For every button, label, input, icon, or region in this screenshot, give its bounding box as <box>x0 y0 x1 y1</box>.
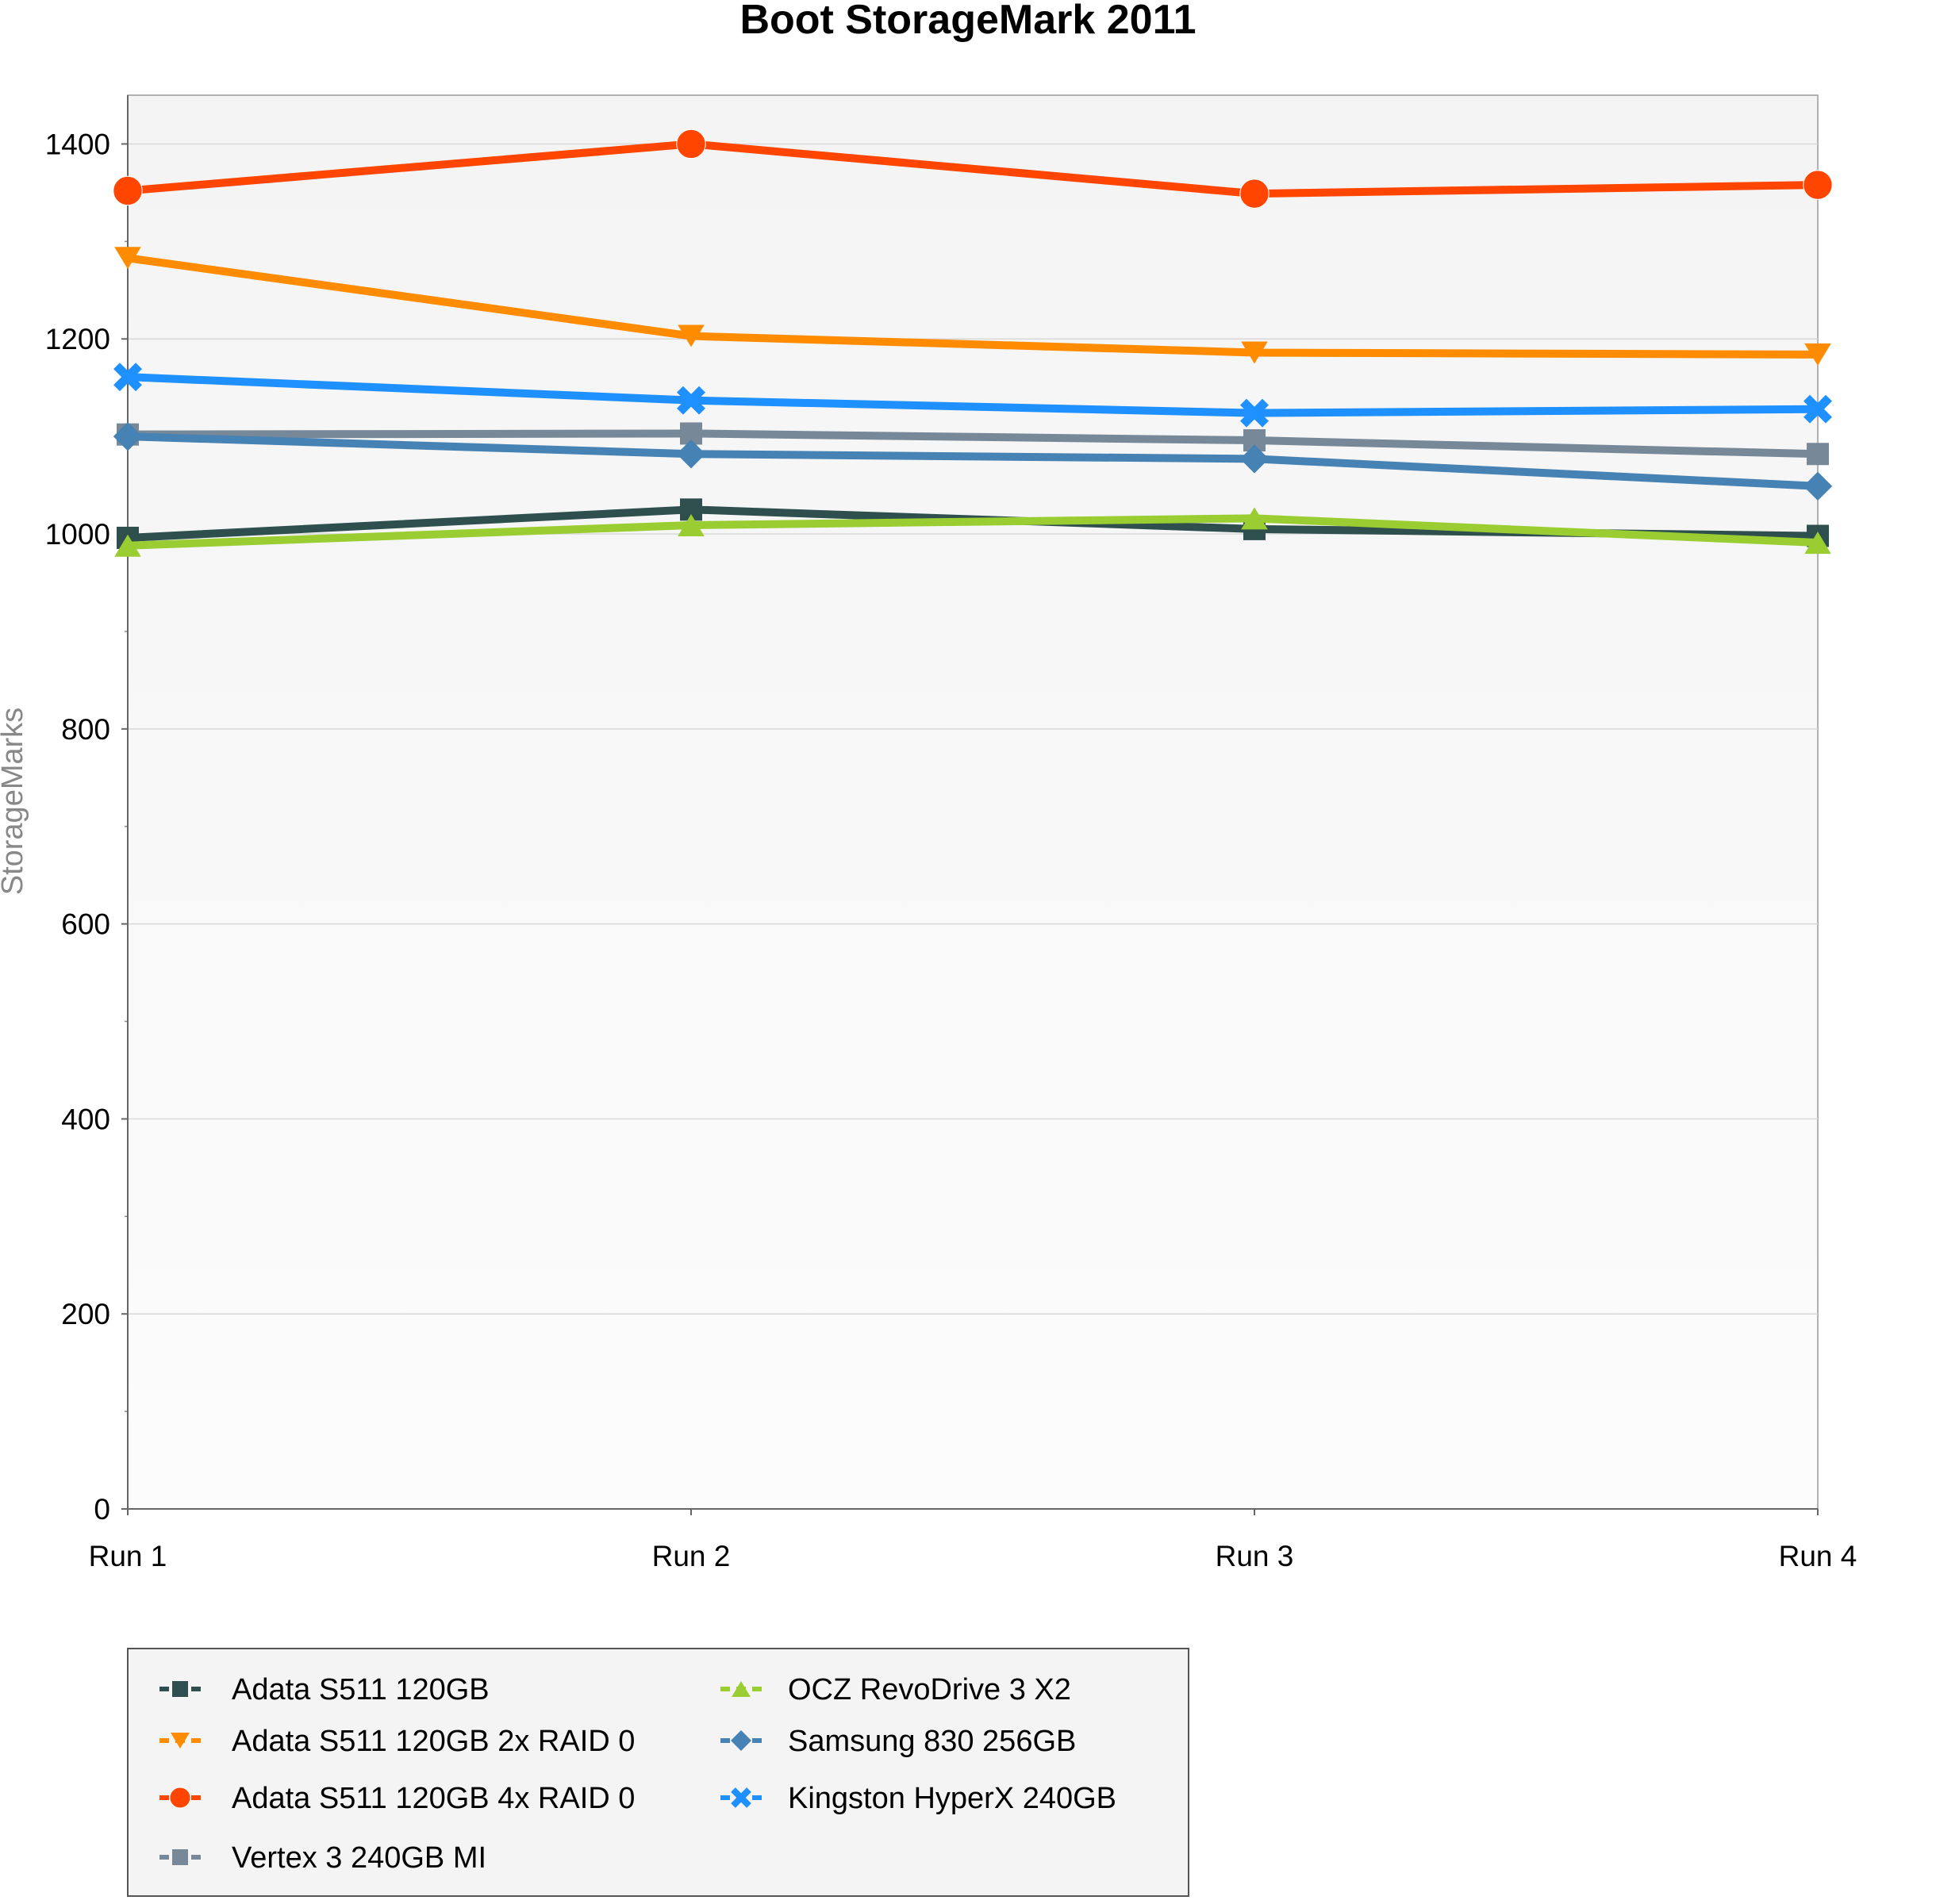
marker-square <box>172 1849 188 1865</box>
marker-diamond <box>1803 471 1833 501</box>
series-line <box>127 514 1819 550</box>
marker-x <box>113 363 142 392</box>
legend-item: Kingston HyperX 240GB <box>720 1782 1116 1815</box>
chart-title: Boot StorageMark 2011 <box>739 0 1196 43</box>
y-tick-label: 600 <box>61 908 110 941</box>
marker-x <box>1803 394 1832 424</box>
legend-item: Vertex 3 240GB MI <box>159 1841 486 1875</box>
marker-x <box>731 1787 751 1808</box>
series-line <box>127 140 1819 198</box>
y-tick-label: 1400 <box>45 128 110 160</box>
series-adata-s511-120gb-4x-raid-0 <box>113 129 1833 209</box>
marker-circle <box>169 1787 191 1809</box>
marker-diamond <box>731 1730 751 1751</box>
series-line <box>127 429 1819 459</box>
x-tick-label: Run 1 <box>89 1540 167 1572</box>
series-line <box>127 432 1819 490</box>
marker-square <box>172 1681 188 1697</box>
legend-label: Adata S511 120GB 2x RAID 0 <box>232 1725 635 1758</box>
y-tick-label: 1000 <box>45 518 110 551</box>
legend-item: OCZ RevoDrive 3 X2 <box>720 1673 1071 1706</box>
series-line <box>127 254 1819 359</box>
x-tick-label: Run 4 <box>1779 1540 1857 1572</box>
marker-diamond <box>113 421 143 451</box>
marker-triangle-down <box>114 247 141 270</box>
legend-label: Kingston HyperX 240GB <box>788 1782 1116 1815</box>
marker-diamond <box>1239 444 1270 474</box>
series-kingston-hyperx-240gb <box>113 363 1832 428</box>
marker-triangle-down <box>1804 343 1831 366</box>
plot-area <box>127 94 1819 1510</box>
legend-item: Samsung 830 256GB <box>720 1725 1076 1758</box>
legend-label: Adata S511 120GB 4x RAID 0 <box>232 1782 635 1815</box>
marker-circle <box>1803 170 1833 200</box>
legend: Adata S511 120GB Adata S511 120GB 2x RAID… <box>127 1648 1189 1897</box>
marker-x <box>677 386 705 415</box>
y-tick-label: 0 <box>94 1493 110 1526</box>
y-tick-label: 400 <box>61 1103 110 1135</box>
y-tick-label: 1200 <box>45 323 110 355</box>
marker-triangle-down <box>171 1733 190 1749</box>
marker-triangle-down <box>1241 341 1268 364</box>
marker-triangle-up <box>732 1681 751 1697</box>
marker-triangle-up <box>1804 532 1831 555</box>
marker-square <box>1807 443 1829 466</box>
x-tick-label: Run 3 <box>1216 1540 1294 1572</box>
legend-label: Adata S511 120GB <box>232 1673 490 1706</box>
marker-triangle-down <box>678 324 705 347</box>
marker-circle <box>1239 178 1270 209</box>
marker-circle <box>113 175 143 206</box>
y-tick-label: 800 <box>61 713 110 746</box>
legend-item: Adata S511 120GB 4x RAID 0 <box>159 1782 635 1815</box>
marker-diamond <box>676 440 706 469</box>
y-axis-label: StorageMarks <box>0 708 29 896</box>
legend-label: Samsung 830 256GB <box>788 1725 1076 1758</box>
legend-item: Adata S511 120GB <box>159 1673 490 1706</box>
series-line <box>127 373 1819 417</box>
x-tick-label: Run 2 <box>652 1540 731 1572</box>
marker-triangle-up <box>1241 507 1268 530</box>
y-tick-label: 200 <box>61 1298 110 1330</box>
marker-x <box>1240 398 1269 428</box>
legend-label: Vertex 3 240GB MI <box>232 1841 486 1875</box>
series-adata-s511-120gb-2x-raid-0 <box>114 247 1831 366</box>
series-samsung-830-256gb <box>113 421 1833 501</box>
legend-item: Adata S511 120GB 2x RAID 0 <box>159 1725 635 1758</box>
marker-triangle-up <box>678 513 705 536</box>
series-ocz-revodrive-3-x2 <box>114 507 1831 557</box>
marker-circle <box>676 129 706 159</box>
legend-label: OCZ RevoDrive 3 X2 <box>788 1673 1071 1706</box>
marker-triangle-up <box>114 534 141 557</box>
